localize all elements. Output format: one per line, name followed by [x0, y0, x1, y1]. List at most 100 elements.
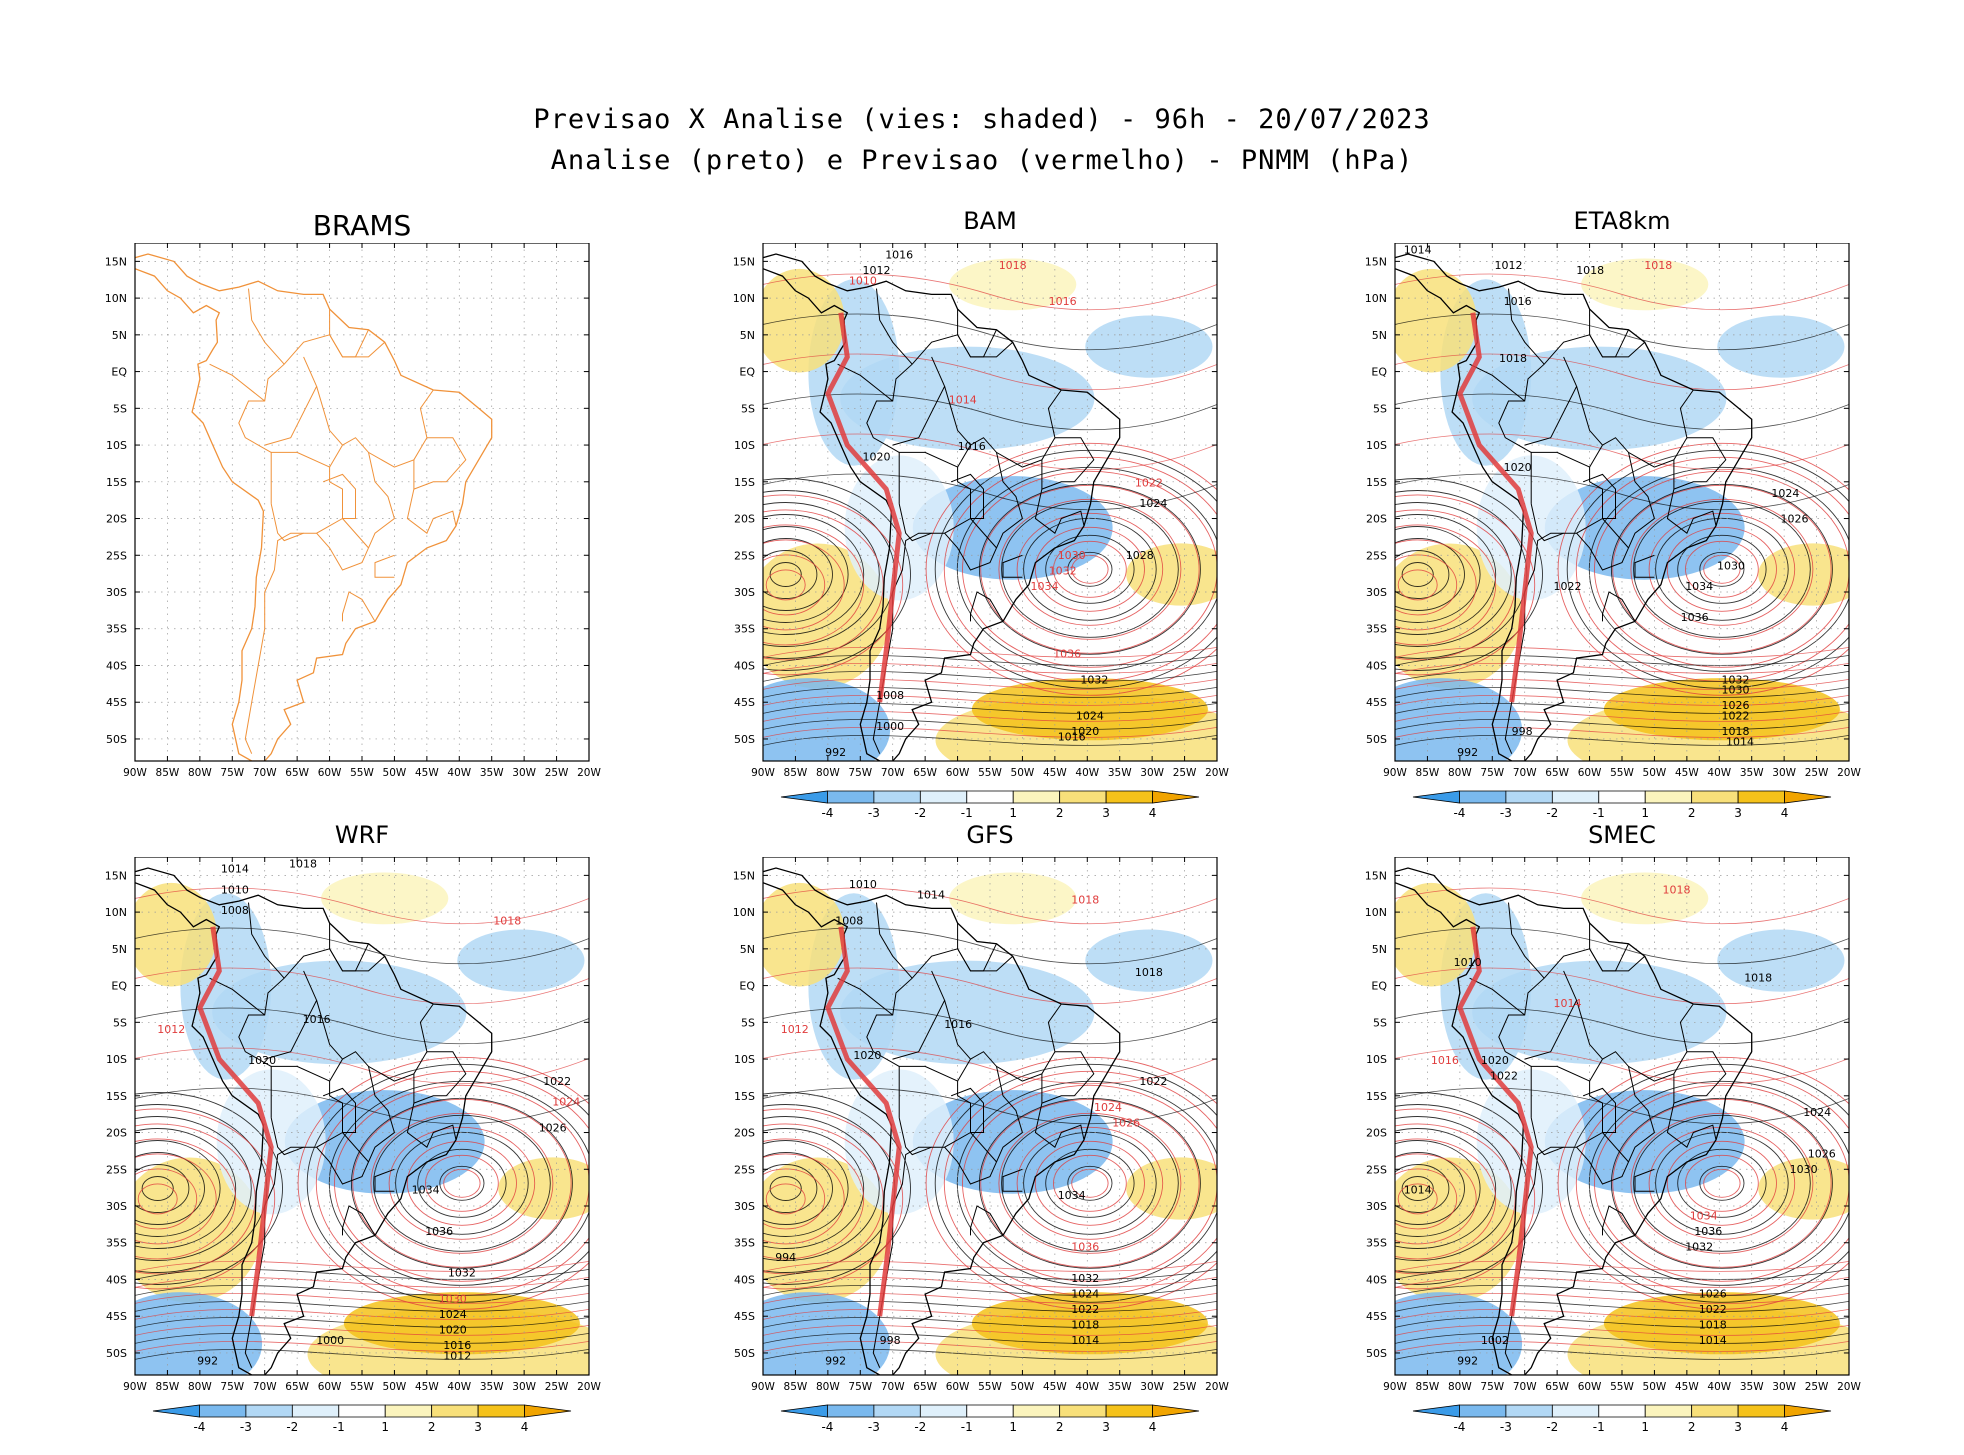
isobar [1630, 498, 1814, 640]
isobar [1395, 1116, 1512, 1261]
lon-tick-label: 40W [447, 767, 471, 779]
isobar [1566, 1063, 1849, 1303]
isobar [334, 1084, 589, 1282]
contour-label: 1008 [876, 689, 904, 702]
isobar [1395, 679, 1849, 690]
lon-tick-label: 25W [1805, 1381, 1829, 1393]
lat-tick-label: 20S [106, 513, 127, 526]
country-border [1602, 1205, 1636, 1236]
colorbar-segment [1551, 1404, 1600, 1418]
contour-label: 1022 [1135, 477, 1163, 490]
contour-label: 1018 [1499, 352, 1527, 365]
lat-tick-label: 45S [1366, 1310, 1387, 1323]
colorbar-segment [1105, 790, 1153, 804]
colorbar-label: -2 [1546, 1420, 1558, 1434]
isobar [1395, 663, 1849, 674]
lat-tick-label: 35S [106, 1237, 127, 1250]
contour-label: 1030 [1717, 559, 1745, 572]
country-border [996, 1066, 1023, 1163]
colorbar-label: 2 [1688, 806, 1696, 820]
isobar [1395, 526, 1481, 623]
isobar [1677, 534, 1767, 604]
lon-tick-label: 25W [545, 767, 569, 779]
lon-tick-label: 35W [480, 767, 504, 779]
isobar [763, 1152, 833, 1225]
lon-tick-label: 30W [1772, 767, 1796, 779]
contour-label: 1016 [443, 1339, 471, 1352]
contour-label: 1028 [1126, 549, 1154, 562]
contour-label: 1020 [439, 1324, 467, 1337]
lon-tick-label: 35W [1108, 767, 1132, 779]
colorbar-segment [1012, 1404, 1061, 1418]
colorbar-segment [919, 790, 968, 804]
isobar [1395, 393, 1849, 431]
lat-tick-label: 5N [740, 943, 755, 956]
contour-label: 1018 [1722, 725, 1750, 738]
lat-tick-label: 20S [734, 513, 755, 526]
contour-label: 1018 [1744, 971, 1772, 984]
isobar [388, 1126, 536, 1240]
country-border [368, 452, 395, 549]
isobar [763, 1108, 904, 1290]
colorbar: -4 -3 -2 -1 1 2 3 4 [780, 1404, 1200, 1434]
country-border [1576, 1132, 1630, 1185]
isobar [1633, 1114, 1811, 1252]
lat-tick-label: 5S [1373, 1016, 1387, 1029]
colorbar-segment [245, 1404, 293, 1418]
isobar [763, 655, 1217, 666]
isobar [980, 1098, 1200, 1268]
bias-shade [1085, 315, 1213, 378]
contour-label: 1002 [1481, 1334, 1509, 1347]
bias-shade [1395, 268, 1477, 373]
colorbar-segment [1152, 1404, 1200, 1418]
country-border [264, 356, 318, 446]
contour-label: 1024 [1139, 497, 1167, 510]
lat-tick-label: 15S [106, 476, 127, 489]
lat-tick-label: 10S [1366, 439, 1387, 452]
colorbar-segment [1644, 790, 1693, 804]
isobar [763, 687, 1217, 698]
isobar [306, 1063, 589, 1303]
isobar [1397, 569, 1438, 601]
contour-label: 1008 [835, 914, 863, 927]
isobar [763, 433, 1217, 471]
contour-label: 1036 [1053, 647, 1081, 660]
country-border [1634, 1168, 1655, 1192]
lon-tick-label: 75W [220, 1381, 244, 1393]
isobar [135, 1152, 205, 1225]
contour-label: 1014 [949, 394, 977, 407]
isobar [769, 1176, 802, 1201]
isobar [1016, 1126, 1164, 1240]
country-border [1673, 1051, 1727, 1104]
isobar [925, 1056, 1217, 1310]
lat-tick-label: 25S [734, 1163, 755, 1176]
bias-shade [1603, 678, 1840, 741]
isobar [763, 393, 1217, 431]
coastline [135, 253, 493, 761]
colorbar-segment [827, 1404, 875, 1418]
isobar [765, 569, 806, 601]
lon-tick-label: 35W [1740, 767, 1764, 779]
map-brams: 15N 10N 5N EQ 5S 10S 15S 20S 25S 30S 35S 40S 45S 50S 9… [105, 243, 601, 779]
contour-label: 1024 [552, 1096, 580, 1109]
isobar [135, 1140, 221, 1237]
isobar [763, 524, 865, 646]
bias-shade [1126, 543, 1217, 606]
country-border [892, 970, 946, 1060]
isobar [1666, 1140, 1777, 1226]
contour-label: 1018 [999, 259, 1027, 272]
country-border [892, 356, 946, 446]
lon-tick-label: 60W [318, 767, 342, 779]
colorbar-segment [1784, 790, 1832, 804]
contour-label: 1024 [1071, 1287, 1099, 1300]
isobar [763, 887, 1217, 925]
contour-label: 1018 [1071, 894, 1099, 907]
colorbar-label: 2 [428, 1420, 436, 1434]
lon-tick-label: 85W [1416, 1381, 1440, 1393]
country-border [1628, 452, 1655, 549]
country-border [270, 451, 343, 542]
isobar [141, 1176, 174, 1201]
map-eta8km: 1014 1012 1018 1018 1016 1018 1020 1022 1024 1026… [1365, 243, 1861, 820]
isobar [135, 1108, 276, 1290]
colorbar-label: 1 [1641, 1420, 1649, 1434]
